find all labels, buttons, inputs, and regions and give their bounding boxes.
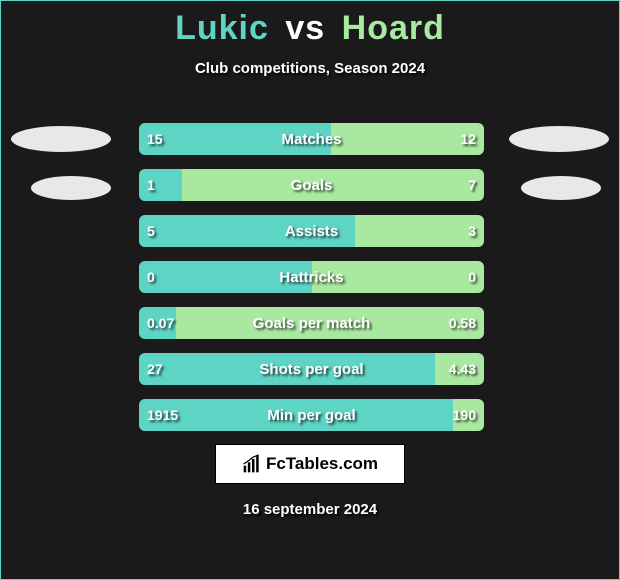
stat-value-right: 3: [460, 215, 484, 247]
stat-value-left: 0: [139, 261, 163, 293]
stat-label: Goals per match: [139, 307, 484, 339]
stat-row: Hattricks0 0: [139, 261, 484, 293]
stat-row: Min per goal1915 190: [139, 399, 484, 431]
decorative-ellipse: [521, 176, 601, 200]
stat-value-left: 0.07: [139, 307, 182, 339]
stat-row: Assists5 3: [139, 215, 484, 247]
stat-value-right: 4.43: [441, 353, 484, 385]
stat-label: Min per goal: [139, 399, 484, 431]
stat-value-right: 0.58: [441, 307, 484, 339]
stat-label: Assists: [139, 215, 484, 247]
comparison-card: Lukic vs Hoard Club competitions, Season…: [0, 0, 620, 580]
stat-value-left: 27: [139, 353, 171, 385]
vs-text: vs: [285, 9, 325, 47]
stat-label: Goals: [139, 169, 484, 201]
decorative-ellipse: [11, 126, 111, 152]
decorative-ellipse: [509, 126, 609, 152]
stat-label: Matches: [139, 123, 484, 155]
chart-icon: [242, 454, 262, 474]
stat-value-left: 5: [139, 215, 163, 247]
player2-name: Hoard: [342, 9, 445, 47]
stat-row: Goals1 7: [139, 169, 484, 201]
stat-value-right: 12: [452, 123, 484, 155]
stat-row: Matches15 12: [139, 123, 484, 155]
stat-value-right: 7: [460, 169, 484, 201]
stats-container: Matches15 12 Goals1 7 Assists5 3 Hattricks0 0 Go…: [139, 123, 484, 445]
stat-value-left: 1: [139, 169, 163, 201]
subtitle: Club competitions, Season 2024: [1, 60, 619, 77]
stat-label: Hattricks: [139, 261, 484, 293]
stat-value-right: 190: [445, 399, 484, 431]
footer-logo-text: FcTables.com: [266, 454, 378, 474]
stat-value-right: 0: [460, 261, 484, 293]
footer-logo: FcTables.com: [215, 444, 405, 484]
stat-value-left: 15: [139, 123, 171, 155]
stat-row: Shots per goal27 4.43: [139, 353, 484, 385]
title: Lukic vs Hoard: [1, 9, 619, 48]
footer-date: 16 september 2024: [1, 501, 619, 518]
decorative-ellipse: [31, 176, 111, 200]
player1-name: Lukic: [175, 9, 269, 47]
stat-value-left: 1915: [139, 399, 186, 431]
stat-row: Goals per match0.07 0.58: [139, 307, 484, 339]
stat-label: Shots per goal: [139, 353, 484, 385]
